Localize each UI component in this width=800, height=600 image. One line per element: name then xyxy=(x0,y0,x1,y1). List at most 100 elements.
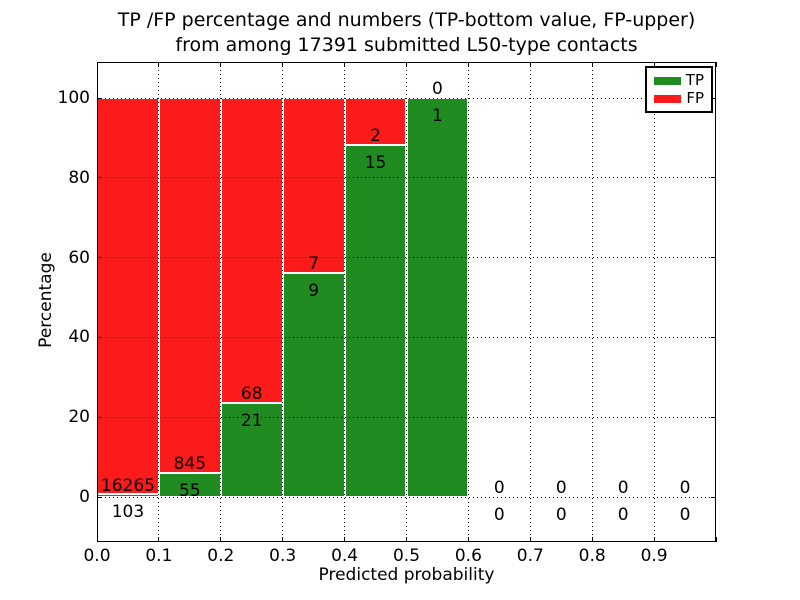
x-tick-mark xyxy=(282,62,284,67)
bar-fp-segment xyxy=(97,98,159,495)
x-tick-label: 0.9 xyxy=(640,546,668,566)
x-tick-mark xyxy=(220,62,222,67)
y-tick-mark xyxy=(97,97,102,99)
gridline-vertical xyxy=(344,62,346,542)
bar-fp-count-label: 2 xyxy=(370,126,381,147)
x-tick-label: 0.8 xyxy=(578,546,606,566)
gridline-vertical xyxy=(529,62,531,542)
chart-title-line1: TP /FP percentage and numbers (TP-bottom… xyxy=(117,9,696,31)
bar-fp-count-label: 0 xyxy=(679,478,691,499)
legend-label-fp: FP xyxy=(686,89,704,107)
x-tick-label: 0.0 xyxy=(83,546,111,566)
legend: TP FP xyxy=(645,66,713,113)
bar-tp-count-label: 9 xyxy=(308,280,320,301)
y-tick-mark xyxy=(97,257,102,259)
fp-color-swatch-icon xyxy=(654,94,681,103)
x-tick-label: 0.4 xyxy=(331,546,359,566)
x-tick-mark xyxy=(220,537,222,542)
x-tick-mark xyxy=(653,537,655,542)
bar-tp-count-label: 0 xyxy=(679,504,691,525)
bar-fp-count-label: 0 xyxy=(617,478,629,499)
x-tick-mark xyxy=(467,62,469,67)
x-tick-mark xyxy=(529,62,531,67)
bar-tp-count-label: 21 xyxy=(240,410,263,431)
bar-fp-count-label: 0 xyxy=(432,79,443,100)
gridline-vertical xyxy=(653,62,655,542)
x-tick-mark xyxy=(529,537,531,542)
y-tick-mark xyxy=(711,336,716,338)
legend-item-tp: TP xyxy=(654,73,704,88)
y-tick-mark xyxy=(97,416,102,418)
bar-tp-count-label: 15 xyxy=(364,152,387,173)
y-tick-mark xyxy=(711,257,716,259)
chart-title-line2: from among 17391 submitted L50-type cont… xyxy=(175,34,638,56)
bar-fp-segment xyxy=(344,98,407,145)
bar-fp-segment xyxy=(220,98,283,403)
gridline-vertical xyxy=(158,62,160,542)
bar-tp-segment xyxy=(344,144,407,497)
x-tick-mark xyxy=(715,62,717,67)
y-tick-mark xyxy=(97,496,102,498)
x-tick-mark xyxy=(282,537,284,542)
x-tick-mark xyxy=(715,537,717,542)
x-tick-label: 0.5 xyxy=(392,546,421,566)
bar-tp-segment xyxy=(282,272,345,497)
y-tick-label: 0 xyxy=(79,487,90,507)
x-tick-mark xyxy=(591,537,593,542)
y-tick-label: 40 xyxy=(68,327,90,348)
x-tick-mark xyxy=(158,537,160,542)
bar-fp-count-label: 0 xyxy=(493,478,505,499)
y-tick-mark xyxy=(711,177,716,179)
legend-item-fp: FP xyxy=(654,91,704,106)
y-tick-label: 80 xyxy=(68,167,90,188)
bar-tp-count-label: 0 xyxy=(555,504,567,525)
x-axis-label: Predicted probability xyxy=(318,565,495,585)
bar-fp-count-label: 16265 xyxy=(100,475,155,496)
legend-label-tp: TP xyxy=(685,71,704,89)
x-tick-mark xyxy=(96,537,98,542)
bar-tp-count-label: 103 xyxy=(111,502,145,523)
x-tick-mark xyxy=(653,62,655,67)
gridline-vertical xyxy=(591,62,593,542)
x-tick-mark xyxy=(344,62,346,67)
plot-area: 16265 103 845 55 68 21 7 9 2 15 0 1 0 0 0 0 0 0 0 0 xyxy=(96,62,717,542)
x-tick-mark xyxy=(591,62,593,67)
bar-tp-count-label: 55 xyxy=(179,480,201,501)
bar-tp-count-label: 0 xyxy=(617,504,629,525)
gridline-vertical xyxy=(406,62,407,542)
x-tick-label: 0.3 xyxy=(269,546,297,566)
x-tick-label: 0.2 xyxy=(207,546,235,566)
x-tick-mark xyxy=(158,62,160,67)
y-tick-mark xyxy=(711,97,716,99)
bar-fp-segment xyxy=(158,98,221,473)
bar-tp-segment xyxy=(220,402,283,497)
y-tick-mark xyxy=(711,496,716,498)
bar-tp-count-label: 0 xyxy=(493,504,505,525)
gridline-vertical xyxy=(282,62,284,542)
x-tick-mark xyxy=(96,62,98,67)
x-tick-mark xyxy=(467,537,469,542)
bar-fp-count-label: 0 xyxy=(555,478,567,499)
tp-color-swatch-icon xyxy=(654,76,681,85)
bar-fp-count-label: 68 xyxy=(240,384,263,405)
gridline-vertical xyxy=(220,62,222,542)
y-tick-label: 100 xyxy=(57,88,90,108)
bar-tp-count-label: 1 xyxy=(432,105,443,126)
x-tick-label: 0.6 xyxy=(454,546,482,566)
x-tick-label: 0.1 xyxy=(145,546,173,566)
bar-fp-count-label: 845 xyxy=(173,453,207,474)
y-tick-mark xyxy=(97,177,102,179)
bar-tp-segment xyxy=(406,98,469,497)
x-tick-mark xyxy=(406,62,407,67)
y-tick-label: 60 xyxy=(68,247,90,268)
bar-fp-segment xyxy=(282,98,345,273)
y-tick-mark xyxy=(97,336,102,338)
chart-title: TP /FP percentage and numbers (TP-bottom… xyxy=(97,8,716,58)
x-tick-mark xyxy=(406,537,407,542)
x-tick-mark xyxy=(344,537,346,542)
y-tick-mark xyxy=(711,416,716,418)
x-tick-label: 0.7 xyxy=(516,546,544,566)
y-tick-label: 20 xyxy=(68,407,90,428)
bar-fp-count-label: 7 xyxy=(308,253,320,274)
